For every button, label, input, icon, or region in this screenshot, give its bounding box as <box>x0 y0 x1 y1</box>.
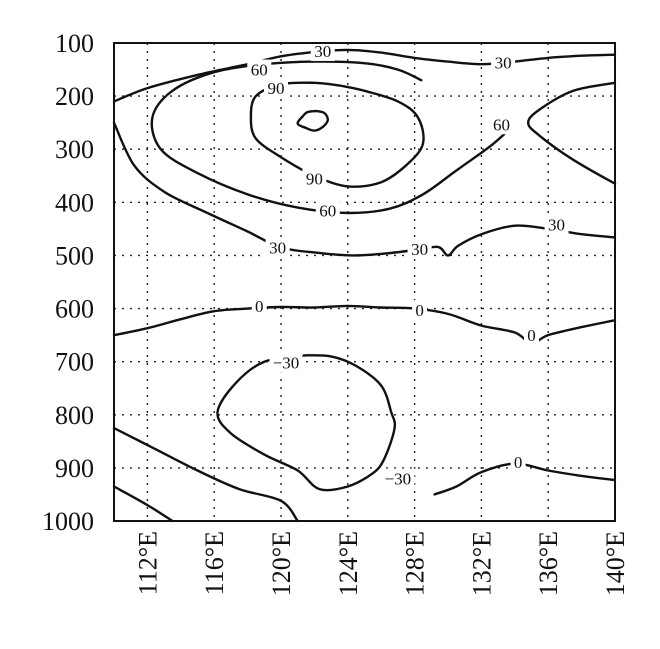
contour-label: 60 <box>251 61 268 80</box>
contour-line <box>112 48 617 103</box>
y-tick-label: 800 <box>55 401 94 430</box>
contour-label-halo <box>491 52 516 73</box>
contour-label-halo <box>263 78 288 99</box>
y-tick-label: 300 <box>55 135 94 164</box>
contour-line <box>296 109 330 132</box>
contour-label-halo <box>265 237 290 258</box>
contour-label: 0 <box>527 326 536 345</box>
contour-label: 30 <box>411 240 428 259</box>
x-tick-label: 132°E <box>467 531 496 596</box>
contour-label: 30 <box>314 42 331 61</box>
contour-label: 0 <box>514 453 523 472</box>
contour-label: 30 <box>269 238 286 257</box>
contour-line <box>112 304 617 345</box>
x-tick-label: 120°E <box>267 531 296 596</box>
gridlines <box>114 43 616 521</box>
y-tick-label: 200 <box>55 82 94 111</box>
y-tick-label: 700 <box>55 348 94 377</box>
y-tick-label: 1000 <box>42 507 94 536</box>
x-tick-label: 112°E <box>133 531 162 595</box>
plot-frame <box>113 42 616 522</box>
x-tick-label: 136°E <box>534 531 563 596</box>
contour-label-halo <box>510 452 526 473</box>
contour-line <box>112 426 299 523</box>
contour-label-halo <box>315 200 340 221</box>
contour-label-halo <box>381 468 415 489</box>
contour-label-halo <box>524 325 539 346</box>
y-tick-label: 100 <box>55 29 94 58</box>
contour-line <box>249 81 425 188</box>
y-tick-label: 900 <box>55 454 94 483</box>
contour-label-halo <box>310 40 335 61</box>
contour-line <box>150 60 511 215</box>
x-tick-label: 128°E <box>401 531 430 596</box>
contour-lines <box>112 48 617 523</box>
x-tick-label: 116°E <box>200 531 229 595</box>
contour-label-halo <box>489 114 514 135</box>
contour-line <box>112 485 174 523</box>
contour-line <box>112 121 617 257</box>
contour-line <box>527 81 617 185</box>
contour-label: 30 <box>548 216 565 235</box>
contour-label-halo <box>412 300 428 321</box>
y-axis-ticks: 100 200 300 400 500 600 700 800 900 1000 <box>42 29 94 536</box>
y-tick-label: 500 <box>55 241 94 270</box>
contour-label: 90 <box>267 79 284 98</box>
contour-label: −30 <box>385 470 412 489</box>
contour-label: −30 <box>273 354 300 373</box>
x-tick-label: 140°E <box>601 531 630 596</box>
contour-label-halo <box>302 168 327 189</box>
contour-line <box>216 354 397 492</box>
contour-label: 60 <box>493 115 510 134</box>
x-tick-label: 124°E <box>334 531 363 596</box>
contour-label: 90 <box>306 169 323 188</box>
contour-label: 60 <box>319 201 336 220</box>
y-tick-label: 600 <box>55 295 94 324</box>
contour-label-halo <box>407 239 432 260</box>
contour-label: 0 <box>255 297 264 316</box>
contour-label: 30 <box>495 54 512 73</box>
contour-label-halo <box>251 295 267 316</box>
y-tick-label: 400 <box>55 188 94 217</box>
contour-label-halo <box>269 352 303 373</box>
contour-label: 0 <box>415 301 424 320</box>
contour-label-halo <box>247 59 272 80</box>
contour-label-halo <box>544 214 569 235</box>
x-axis-ticks: 112°E 116°E 120°E 124°E 128°E 132°E 136°E 140°E <box>133 531 630 596</box>
